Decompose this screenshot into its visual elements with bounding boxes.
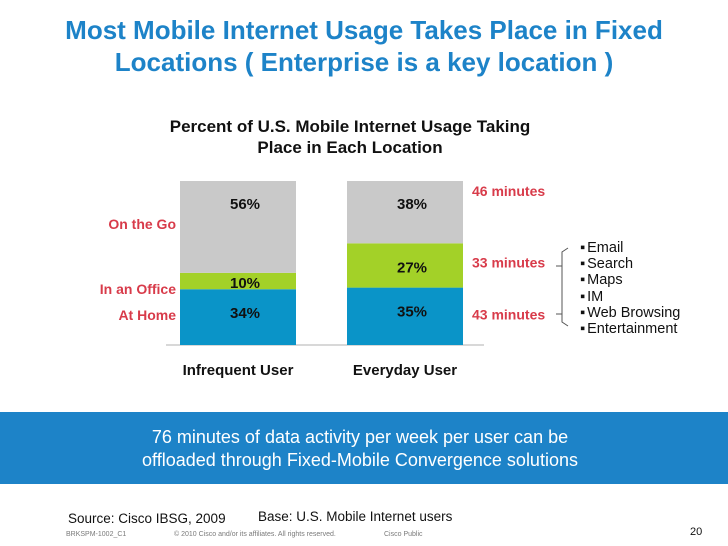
category-label: Everyday User (353, 362, 457, 379)
app-list-item: Email (580, 240, 680, 256)
source-note: Source: Cisco IBSG, 2009 (68, 511, 226, 526)
app-list-item: Web Browsing (580, 305, 680, 321)
bar-segment-on-the-go (180, 181, 296, 273)
app-list-item: IM (580, 289, 680, 305)
bar-segment-in-an-office (347, 243, 463, 288)
chart-title-line1: Percent of U.S. Mobile Internet Usage Ta… (169, 117, 531, 136)
series-label: At Home (118, 307, 176, 323)
data-label: 10% (230, 275, 260, 292)
offload-banner: 76 minutes of data activity per week per… (0, 412, 728, 484)
chart-title-line2: Place in Each Location (257, 138, 443, 157)
base-note: Base: U.S. Mobile Internet users (258, 509, 453, 524)
app-list-item: Maps (580, 272, 680, 288)
slide-title-line1: Most Mobile Internet Usage Takes Place i… (65, 15, 663, 45)
slide-title: Most Mobile Internet Usage Takes Place i… (0, 14, 728, 78)
page-number: 20 (690, 526, 703, 538)
bar-segment-at-home (347, 287, 463, 345)
category-label: Infrequent User (183, 362, 294, 379)
minutes-label: 33 minutes (472, 254, 545, 270)
footer-copyright: © 2010 Cisco and/or its affiliates. All … (174, 531, 336, 538)
chart-title: Percent of U.S. Mobile Internet Usage Ta… (100, 116, 600, 158)
data-label: 38% (397, 196, 427, 213)
stacked-bar-chart: 34% 10% 56% Infrequent User 35% 27% 38% Everyda… (100, 181, 569, 379)
minutes-label: 46 minutes (472, 183, 545, 199)
bar-segment-on-the-go (347, 181, 463, 244)
footer-session-id: BRKSPM-1002_C1 (66, 531, 127, 538)
app-list-item: Entertainment (580, 321, 680, 337)
slide-title-line2: Locations ( Enterprise is a key location… (114, 47, 614, 77)
data-label: 35% (397, 304, 427, 321)
banner-line2: offloaded through Fixed-Mobile Convergen… (142, 450, 578, 470)
banner-line1: 76 minutes of data activity per week per… (151, 427, 569, 447)
bar-segment-at-home (180, 289, 296, 345)
data-label: 56% (230, 196, 260, 213)
app-list-item: Search (580, 256, 680, 272)
data-label: 34% (230, 305, 260, 322)
footer-public: Cisco Public (384, 531, 423, 538)
series-label: In an Office (100, 281, 176, 297)
bar-segment-in-an-office (180, 272, 296, 290)
app-list-bracket (561, 247, 569, 327)
data-label: 27% (397, 259, 427, 276)
series-label: On the Go (108, 216, 176, 232)
app-list: Email Search Maps IM Web Browsing Entert… (580, 240, 680, 337)
minutes-label: 43 minutes (472, 306, 545, 322)
